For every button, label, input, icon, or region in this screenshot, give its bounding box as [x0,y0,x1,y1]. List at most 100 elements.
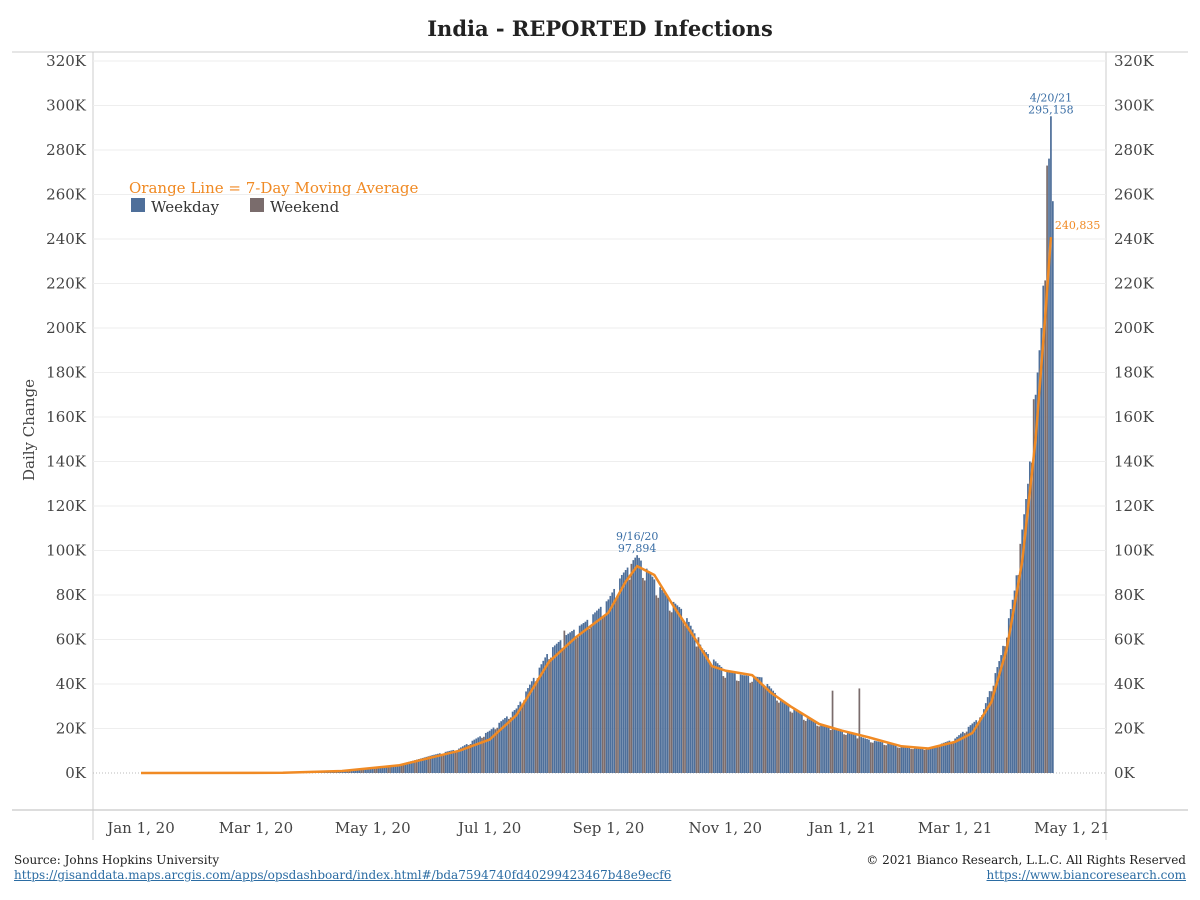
bar-weekday [797,711,799,773]
bar-weekday [875,741,878,773]
bar-weekend [724,677,727,773]
bar-weekend [494,729,497,773]
bar-weekday [787,705,790,773]
y-tick-label: 260K [1114,186,1155,204]
bar-weekday [799,713,801,773]
bar-weekday [438,753,441,773]
bar-weekend [818,726,820,773]
y-tick-label: 80K [1114,586,1145,604]
bar-weekday [806,718,809,773]
bar-weekend [1006,637,1008,773]
bar-weekday [793,709,796,773]
bar-weekend [360,769,363,773]
bar-weekday [419,758,422,773]
bar-weekday [620,574,623,773]
bar-weekend [574,638,577,773]
bar-weekday [891,744,893,773]
footer-left: Source: Johns Hopkins University https:/… [14,853,671,883]
bar-weekday [651,576,654,773]
bar-weekday [841,730,843,773]
bar-weekday [835,728,838,773]
bar-weekday [527,688,529,773]
bar-weekday [961,731,964,773]
website-link[interactable]: https://www.biancoresearch.com [986,868,1186,882]
bar-weekday [931,747,934,773]
bar-weekday [720,666,723,773]
bar-weekday [1011,599,1014,773]
bar-weekday [465,744,468,773]
bar-weekday [473,739,476,774]
bar-weekday [435,754,437,773]
bar-weekday [758,677,761,773]
bar-weekday [1027,483,1029,773]
bar-weekday [822,724,824,773]
y-tick-label: 120K [1114,497,1155,515]
bar-weekday [479,736,481,773]
bar-weekday [619,578,621,773]
bar-weekend [883,744,886,773]
bar-weekday [661,589,663,773]
bar-weekday [873,740,876,773]
bar-weekday [881,742,884,773]
bar-weekday [1040,328,1043,773]
y-tick-label: 280K [46,141,87,159]
bar-weekend [389,765,391,773]
legend: Orange Line = 7-Day Moving Average Weekd… [129,179,419,216]
bar-weekday [446,751,449,773]
bar-weekend [925,747,928,773]
bar-weekday [743,675,746,773]
bar-weekday [530,681,533,773]
bar-weekday [824,724,826,773]
bar-weekday [461,746,464,773]
bar-weekend [1032,399,1035,773]
bar-weekend [588,628,591,773]
bar-weekend [778,702,780,773]
bar-weekday [701,648,704,773]
bar-weekday [988,691,991,773]
bar-weekday [663,592,665,773]
x-tick-label: Mar 1, 20 [219,819,293,837]
bar-weekday [933,746,935,773]
bar-weekday [942,742,945,773]
bar-weekend [603,615,606,773]
bar-weekday [733,673,736,773]
bar-weekend [977,722,979,773]
bar-weekday [605,601,608,773]
bar-weekday [391,765,393,773]
bar-weekend [373,768,376,773]
bar-weekend [896,747,899,773]
copyright-text: © 2021 Bianco Research, L.L.C. All Right… [866,853,1186,867]
bar-weekend [963,733,966,773]
bar-weekday [659,587,661,773]
bar-weekday [597,608,600,773]
x-tick-label: Jan 1, 20 [105,819,175,837]
bar-weekday [460,747,462,773]
gridlines [93,60,1106,774]
y-tick-label: 60K [1114,631,1145,649]
bar-weekend [454,751,457,773]
bar-weekday [848,733,851,773]
bar-weekend [791,712,794,773]
bar-weekday [860,737,863,773]
bar-weekday [632,560,635,773]
bar-weekday [448,750,451,773]
bar-weekday [703,650,706,773]
bar-weekend [440,754,443,773]
bar-weekday [506,716,508,773]
y-tick-label: 200K [46,319,87,337]
bar-weekend [952,741,955,773]
bar-weekday [707,653,709,773]
bar-weekend [483,736,485,773]
bar-weekend [831,690,834,773]
bar-weekday [542,660,545,773]
bar-weekday [929,747,932,773]
bar-weekday [693,633,696,773]
bar-weekend [845,734,847,773]
source-link[interactable]: https://gisanddata.maps.arcgis.com/apps/… [14,868,672,882]
bar-weekday [452,749,455,773]
bar-weekday [956,736,958,773]
bar-weekday [768,686,771,773]
y-tick-label: 300K [1114,97,1155,115]
bar-weekend [682,621,684,773]
bar-weekday [364,769,366,773]
